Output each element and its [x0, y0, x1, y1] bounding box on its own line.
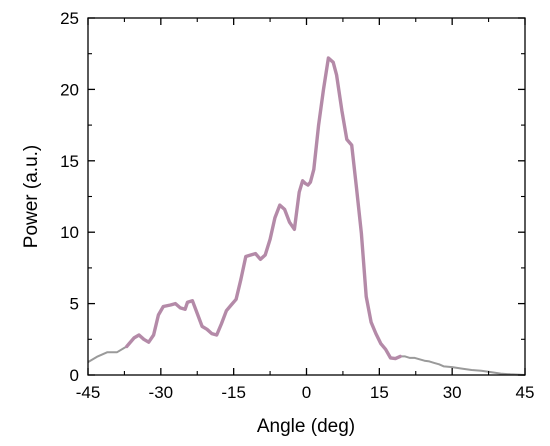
- x-tick-label: 0: [302, 383, 311, 402]
- y-tick-label: 25: [60, 9, 79, 28]
- plot-area: [87, 56, 526, 376]
- plot-frame: [87, 17, 526, 376]
- series-line-right-tail: [400, 355, 526, 376]
- series-line-main: [125, 56, 402, 361]
- axis-ticks: -45 -30 -15 0 15 30 45 0 5 10 15 20 25: [60, 9, 534, 402]
- x-tick-label: -45: [76, 383, 101, 402]
- y-tick-label: 15: [60, 152, 79, 171]
- y-tick-label: 0: [70, 366, 79, 385]
- x-tick-label: 30: [443, 383, 462, 402]
- x-tick-label: -15: [221, 383, 246, 402]
- y-tick-label: 20: [60, 80, 79, 99]
- series-line-left-tail: [87, 345, 128, 363]
- x-tick-label: 45: [516, 383, 535, 402]
- x-tick-label: 15: [370, 383, 389, 402]
- y-axis-title: Power (a.u.): [21, 145, 42, 248]
- x-axis-title: Angle (deg): [257, 416, 355, 437]
- x-tick-label: -30: [149, 383, 174, 402]
- y-tick-label: 5: [70, 295, 79, 314]
- y-tick-label: 10: [60, 223, 79, 242]
